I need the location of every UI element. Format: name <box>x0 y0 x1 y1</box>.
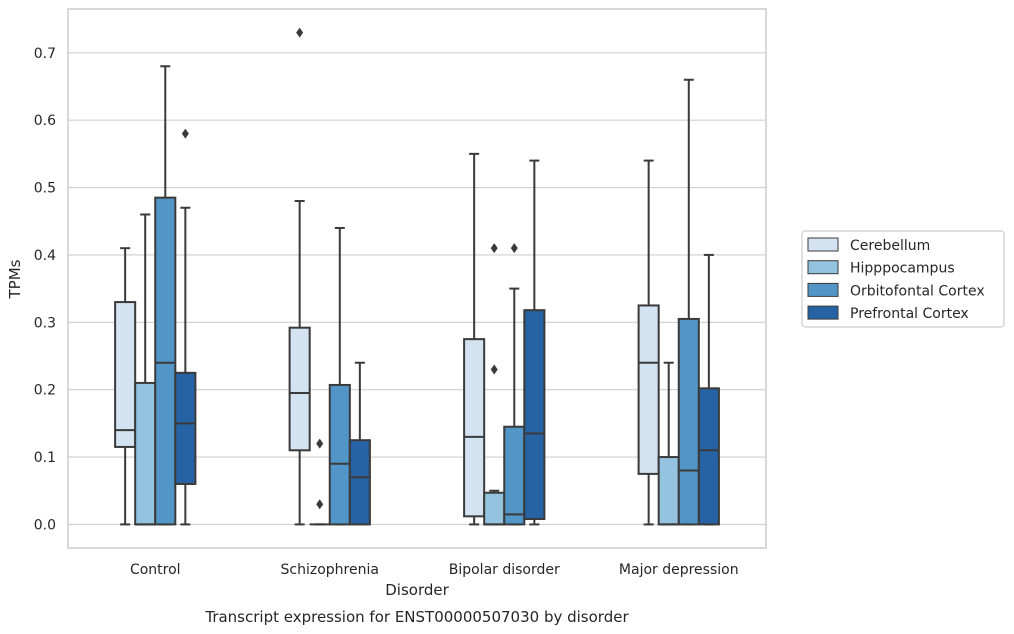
box-cerebellum <box>288 27 311 526</box>
box-prefrontal-cortex <box>174 128 197 526</box>
outlier-marker <box>316 438 324 449</box>
iqr-box <box>523 309 546 521</box>
y-tick-label: 0.1 <box>34 450 56 466</box>
iqr-box <box>348 439 371 526</box>
box-orbitofontal-cortex <box>677 78 700 526</box>
iqr-box <box>328 383 351 526</box>
iqr-box <box>463 338 486 518</box>
y-tick-label: 0.3 <box>34 315 56 331</box>
iqr-box <box>154 196 177 526</box>
iqr-box <box>288 326 311 452</box>
legend-label: Hipppocampus <box>850 261 955 277</box>
box-hipppocampus <box>309 438 330 526</box>
outlier-marker <box>316 499 324 510</box>
iqr-box <box>657 456 680 526</box>
box-cerebellum <box>637 159 660 526</box>
box-prefrontal-cortex <box>348 361 371 526</box>
iqr-box <box>697 387 720 526</box>
legend-frame <box>801 230 1005 328</box>
legend-label: Cerebellum <box>850 238 930 254</box>
legend-label: Prefrontal Cortex <box>850 306 969 322</box>
y-tick-label: 0.0 <box>34 517 56 533</box>
iqr-box <box>483 491 506 526</box>
y-tick-label: 0.4 <box>34 248 56 264</box>
outlier-marker <box>296 27 304 38</box>
box-cerebellum <box>463 152 486 526</box>
y-tick-label: 0.2 <box>34 383 56 399</box>
plot-frame <box>67 8 767 549</box>
legend-swatch <box>807 260 839 275</box>
iqr-box <box>134 381 157 526</box>
box-hipppocampus <box>483 243 506 526</box>
legend-label: Orbitofontal Cortex <box>850 283 985 299</box>
y-axis-label: TPMs <box>6 259 24 299</box>
x-tick-labels: Control Schizophrenia Bipolar disorder Majo… <box>130 562 739 578</box>
iqr-box <box>503 425 526 526</box>
box-prefrontal-cortex <box>523 159 546 526</box>
box-prefrontal-cortex <box>697 253 720 526</box>
box-hipppocampus <box>657 361 680 526</box>
legend: Cerebellum Hipppocampus Orbitofontal Corte… <box>801 230 1005 328</box>
box-orbitofontal-cortex <box>154 65 177 526</box>
y-tick-label: 0.5 <box>34 181 56 197</box>
iqr-box <box>677 317 700 526</box>
legend-swatch <box>807 282 839 297</box>
legend-swatch <box>807 237 839 252</box>
box-cerebellum <box>114 247 137 526</box>
iqr-box <box>174 371 197 485</box>
outlier-marker <box>510 243 518 254</box>
x-tick-label: Bipolar disorder <box>449 562 560 578</box>
x-tick-label: Schizophrenia <box>281 562 379 578</box>
outlier-marker <box>181 128 189 139</box>
legend-swatch <box>807 305 839 320</box>
x-tick-label: Major depression <box>619 562 739 578</box>
y-tick-label: 0.6 <box>34 113 56 129</box>
chart-title: Transcript expression for ENST0000050703… <box>204 608 629 626</box>
outlier-marker <box>490 243 498 254</box>
outlier-marker <box>490 364 498 375</box>
x-axis-label: Disorder <box>385 581 449 599</box>
y-tick-label: 0.7 <box>34 46 56 62</box>
x-tick-label: Control <box>130 562 181 578</box>
iqr-box <box>114 301 137 448</box>
iqr-box <box>637 304 660 475</box>
boxes <box>114 27 720 526</box>
y-tick-labels: 0.0 0.1 0.2 0.3 0.4 0.5 0.6 0.7 <box>34 46 56 534</box>
